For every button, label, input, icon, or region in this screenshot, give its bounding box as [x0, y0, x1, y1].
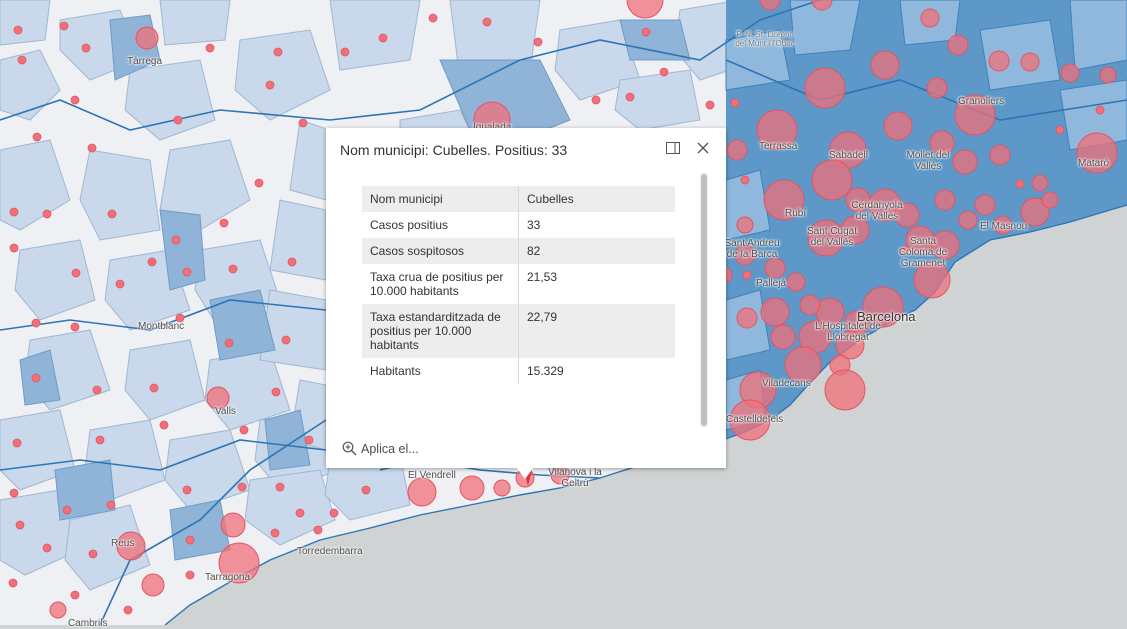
attribute-key: Casos positius — [362, 212, 519, 238]
attribute-key: Taxa estandarditzada de positius per 10.… — [362, 304, 519, 358]
place-label: Montblanc — [138, 321, 185, 332]
attribute-value: 21,53 — [527, 270, 558, 284]
action-label: Aplica el... — [361, 442, 419, 456]
table-row: Casos positius 33 — [362, 212, 675, 238]
scrollbar-thumb[interactable] — [701, 174, 707, 426]
attribute-key: Casos sospitosos — [362, 238, 519, 264]
attribute-value: 82 — [527, 244, 541, 258]
place-label: Mataró — [1078, 158, 1110, 169]
place-label: Santa Coloma de Gramenet — [898, 236, 948, 269]
attribute-value: Cubelles — [527, 192, 574, 206]
place-label: Igualada — [473, 122, 511, 133]
case-circles[interactable] — [49, 0, 1118, 619]
place-label: Sant Andreu de la Barca — [724, 238, 780, 260]
place-label: Cambrils — [68, 618, 108, 629]
place-label: Reus — [111, 538, 135, 549]
place-label: Valls — [215, 406, 236, 417]
table-row: Taxa estandarditzada de positius per 10.… — [362, 304, 675, 358]
place-label: Pallejà — [756, 278, 787, 289]
attribute-key: Habitants — [362, 358, 519, 384]
table-row: Taxa crua de positius per 10.000 habitan… — [362, 264, 675, 304]
place-label: L'Hospitalet de Llobregat — [815, 321, 881, 343]
popup-pointer — [516, 467, 534, 479]
place-label: Tàrrega — [127, 56, 163, 67]
dock-icon[interactable] — [666, 141, 680, 154]
place-label: Rubí — [785, 208, 807, 219]
place-label: Viladecans — [762, 378, 811, 389]
place-label: El Masnou — [980, 221, 1028, 232]
place-label: Barcelona — [857, 309, 916, 324]
place-label: Granollers — [958, 96, 1005, 107]
table-row: Casos sospitosos 82 — [362, 238, 675, 264]
attribute-key: Nom municipi — [362, 186, 519, 212]
table-row: Nom municipi Cubelles — [362, 186, 675, 212]
attribute-value: 33 — [527, 218, 541, 232]
place-label: P. N. St. Llorenç del Munt i l'Obac — [735, 30, 795, 48]
place-label: Terrassa — [759, 141, 798, 152]
attribute-key: Taxa crua de positius per 10.000 habitan… — [362, 264, 519, 304]
popup-title: Nom municipi: Cubelles. Positius: 33 — [340, 142, 568, 158]
zoom-to-action[interactable]: Aplica el... — [342, 441, 419, 459]
zoom-in-icon — [342, 441, 357, 459]
place-label: Cerdanyola del Vallès — [851, 200, 903, 222]
close-icon[interactable] — [696, 141, 710, 155]
feature-popup: Nom municipi: Cubelles. Positius: 33 Nom… — [326, 128, 726, 468]
place-label: Mollet del Vallès — [906, 150, 950, 172]
attribute-table: Nom municipi Cubelles Casos positius 33 Ca… — [362, 186, 675, 384]
place-label: Torredembarra — [297, 546, 363, 557]
attribute-value: 22,79 — [527, 310, 558, 324]
small-case-circles[interactable] — [8, 13, 1105, 615]
place-label: Castelldefels — [726, 414, 784, 425]
place-label: Sant Cugat del Vallès — [806, 226, 858, 248]
place-label: Vilanova i la Geltrú — [548, 467, 602, 489]
place-label: Sabadell — [829, 150, 868, 161]
attribute-value: 15.329 — [527, 364, 564, 378]
table-row: Habitants 15.329 — [362, 358, 675, 384]
place-label: El Vendrell — [408, 470, 456, 481]
place-label: Tarragona — [205, 572, 251, 583]
